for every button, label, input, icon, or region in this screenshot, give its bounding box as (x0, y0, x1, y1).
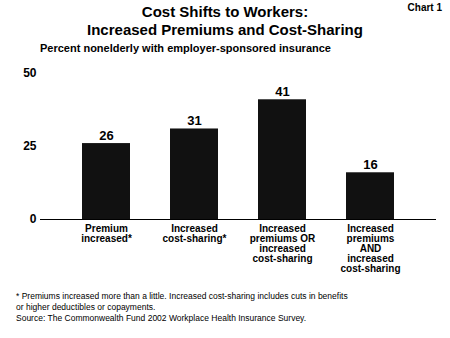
svg-text:31: 31 (187, 113, 201, 128)
svg-text:25: 25 (23, 139, 37, 153)
html-text:Source: The Commonwealth Fund: Source: The Commonwealth Fund 2002 Workp… (16, 313, 307, 323)
svg-text:16: 16 (363, 157, 377, 172)
html-text:or higher deductibles or copay: or higher deductibles or copayments. (16, 302, 156, 312)
svg-text:41: 41 (275, 84, 289, 99)
svg-text:IncreasedpremiumsANDincreasedc: IncreasedpremiumsANDincreasedcost-sharin… (340, 223, 400, 274)
html-text:Chart 1: Chart 1 (407, 2, 442, 13)
svg-text:Increasedcost-sharing*: Increasedcost-sharing* (163, 223, 227, 244)
html-text:* Premiums increased more than: * Premiums increased more than a little.… (16, 291, 348, 301)
svg-text:Premiumincreased*: Premiumincreased* (81, 223, 132, 244)
svg-text:Increasedpremiums ORincreasedc: Increasedpremiums ORincreasedcost-sharin… (250, 223, 316, 264)
html-text:Cost Shifts to Workers: Increa: Cost Shifts to Workers: Increased Premiu… (87, 3, 363, 38)
svg-text:0: 0 (30, 212, 37, 226)
svg-text:50: 50 (23, 66, 37, 80)
html-text:Percent nonelderly with employ: Percent nonelderly with employer-sponsor… (40, 42, 331, 54)
svg-text:26: 26 (99, 128, 113, 143)
